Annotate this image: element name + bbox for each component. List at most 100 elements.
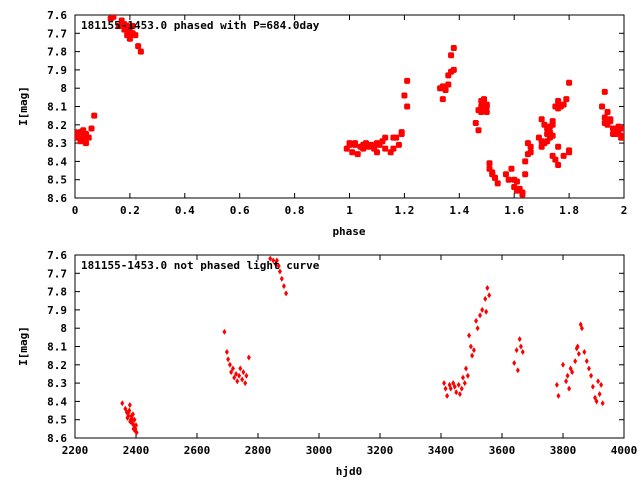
- data-point: [527, 149, 534, 156]
- x-tick-label: 0.4: [175, 204, 195, 217]
- data-point: [460, 374, 465, 381]
- x-tick-label: 3000: [306, 444, 333, 457]
- data-point: [610, 125, 617, 132]
- data-point: [610, 130, 617, 137]
- x-tick-label: 0: [72, 204, 79, 217]
- data-point: [555, 98, 562, 105]
- data-point: [527, 143, 534, 150]
- data-point: [230, 365, 235, 372]
- data-point: [354, 151, 361, 158]
- data-point: [85, 134, 92, 141]
- data-point: [268, 255, 273, 262]
- data-point: [579, 325, 584, 332]
- data-point: [135, 43, 142, 50]
- data-point: [226, 356, 231, 363]
- data-point: [480, 306, 485, 313]
- data-point: [561, 361, 565, 368]
- data-point: [234, 370, 239, 377]
- data-point: [544, 125, 551, 132]
- data-points: [120, 255, 605, 436]
- data-point: [137, 48, 144, 55]
- data-point: [232, 374, 237, 381]
- data-point: [621, 125, 624, 132]
- y-tick-label: 8.3: [47, 377, 67, 390]
- y-axis-label: I[mag]: [17, 326, 30, 366]
- data-points: [75, 15, 624, 198]
- data-point: [349, 149, 356, 156]
- data-point: [508, 165, 515, 172]
- data-point: [487, 292, 492, 299]
- y-tick-label: 8.5: [47, 414, 67, 427]
- y-tick-label: 7.8: [47, 46, 67, 59]
- data-point: [281, 283, 286, 290]
- data-point: [564, 378, 569, 385]
- data-point: [373, 149, 380, 156]
- data-point: [472, 119, 479, 126]
- plot-frame: [74, 254, 625, 439]
- data-point: [246, 354, 251, 361]
- data-point: [124, 22, 131, 29]
- data-point: [471, 347, 476, 354]
- y-tick-label: 8: [60, 322, 67, 335]
- data-point: [235, 378, 240, 385]
- data-point: [566, 149, 573, 156]
- x-tick-label: 1.6: [504, 204, 524, 217]
- data-point: [82, 140, 89, 147]
- data-point: [243, 380, 248, 387]
- data-point: [483, 295, 488, 302]
- y-tick-label: 8.4: [47, 155, 67, 168]
- data-point: [552, 156, 559, 163]
- data-point: [88, 125, 95, 132]
- data-point: [445, 81, 452, 88]
- y-tick-label: 8.3: [47, 137, 67, 150]
- y-tick-label: 7.6: [47, 249, 67, 262]
- data-point: [227, 361, 232, 368]
- data-point: [237, 372, 242, 379]
- y-tick-label: 7.7: [47, 267, 67, 280]
- data-point: [454, 389, 459, 396]
- x-tick-label: 1.4: [449, 204, 469, 217]
- data-point: [450, 66, 457, 73]
- data-point: [478, 312, 483, 319]
- data-point: [241, 369, 246, 376]
- data-point: [520, 348, 525, 355]
- data-point: [110, 15, 117, 20]
- data-point: [586, 365, 591, 372]
- x-tick-label: 2400: [123, 444, 150, 457]
- data-point: [513, 178, 520, 185]
- data-point: [470, 352, 475, 359]
- x-tick-label: 2600: [184, 444, 211, 457]
- x-tick-label: 3200: [367, 444, 394, 457]
- data-point: [126, 409, 131, 416]
- data-point: [382, 134, 389, 141]
- data-point: [491, 174, 498, 181]
- data-point: [566, 79, 573, 86]
- data-point: [474, 317, 479, 324]
- data-point: [271, 257, 276, 264]
- data-point: [115, 22, 122, 29]
- data-point: [481, 96, 488, 103]
- data-point: [382, 145, 389, 152]
- data-point: [590, 383, 595, 390]
- x-tick-label: 3400: [428, 444, 455, 457]
- data-point: [442, 87, 449, 94]
- data-point: [91, 112, 98, 119]
- data-point: [240, 376, 245, 383]
- data-point: [597, 391, 602, 398]
- data-point: [346, 140, 353, 147]
- data-point: [570, 369, 575, 376]
- data-point: [276, 262, 281, 269]
- x-tick-label: 2800: [245, 444, 272, 457]
- x-tick-label: 4000: [611, 444, 638, 457]
- x-tick-label: 3800: [550, 444, 577, 457]
- data-point: [556, 392, 561, 399]
- data-point: [485, 284, 490, 291]
- y-tick-label: 8.2: [47, 359, 67, 372]
- data-point: [563, 96, 570, 103]
- data-point: [475, 325, 480, 332]
- data-point: [279, 275, 284, 282]
- x-tick-label: 0.2: [120, 204, 140, 217]
- data-point: [126, 35, 133, 42]
- data-point: [130, 416, 135, 423]
